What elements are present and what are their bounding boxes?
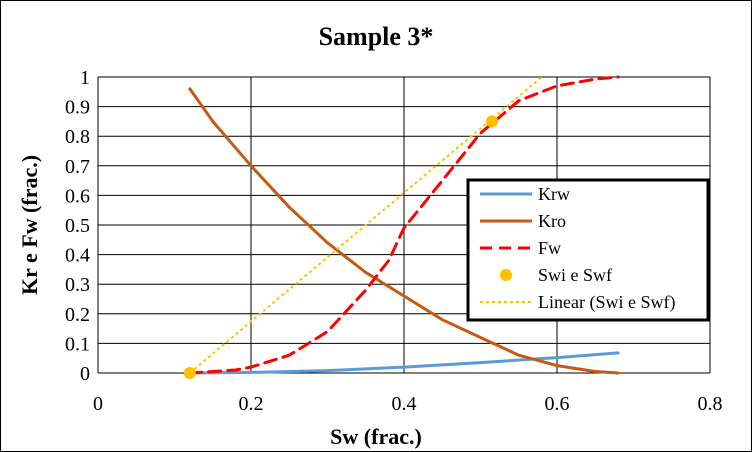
y-tick-label: 0.6 (65, 185, 90, 207)
x-tick-label: 0.8 (698, 393, 723, 415)
y-tick-label: 1 (80, 67, 90, 89)
series-line-krw (188, 351, 620, 375)
x-tick-label: 0 (93, 393, 103, 415)
x-tick-label: 0.6 (545, 393, 570, 415)
y-tick-label: 0.1 (65, 333, 90, 355)
x-tick-label: 0.2 (239, 393, 264, 415)
series-line-kro (188, 87, 620, 375)
legend-box (466, 178, 710, 322)
y-tick-label: 0.3 (65, 274, 90, 296)
legend-label-swi-e-swf: Swi e Swf (538, 265, 612, 285)
y-tick-label: 0.4 (65, 245, 90, 267)
y-tick-label: 0.8 (65, 126, 90, 148)
y-tick-label: 0 (80, 363, 90, 385)
legend-label-kro: Kro (538, 211, 566, 231)
chart-title: Sample 3* (319, 22, 434, 51)
y-tick-label: 0.2 (65, 304, 90, 326)
series-line-linear-swi-e-swf (189, 76, 543, 374)
y-tick-label: 0.7 (65, 156, 90, 178)
series-line-fw (188, 75, 620, 375)
y-axis-label: Kr e Fw (frac.) (17, 155, 42, 295)
series-point-swi-e-swf (485, 115, 498, 128)
y-tick-label: 0.5 (65, 215, 90, 237)
legend-label-krw: Krw (538, 184, 570, 204)
legend-swatch-swi-e-swf (500, 269, 512, 281)
x-tick-label: 0.4 (392, 393, 417, 415)
legend-label-fw: Fw (538, 238, 561, 258)
x-axis-label: Sw (frac.) (330, 424, 422, 449)
y-tick-label: 0.9 (65, 97, 90, 119)
legend-label-linear-swi-e-swf: Linear (Swi e Swf) (538, 292, 675, 313)
